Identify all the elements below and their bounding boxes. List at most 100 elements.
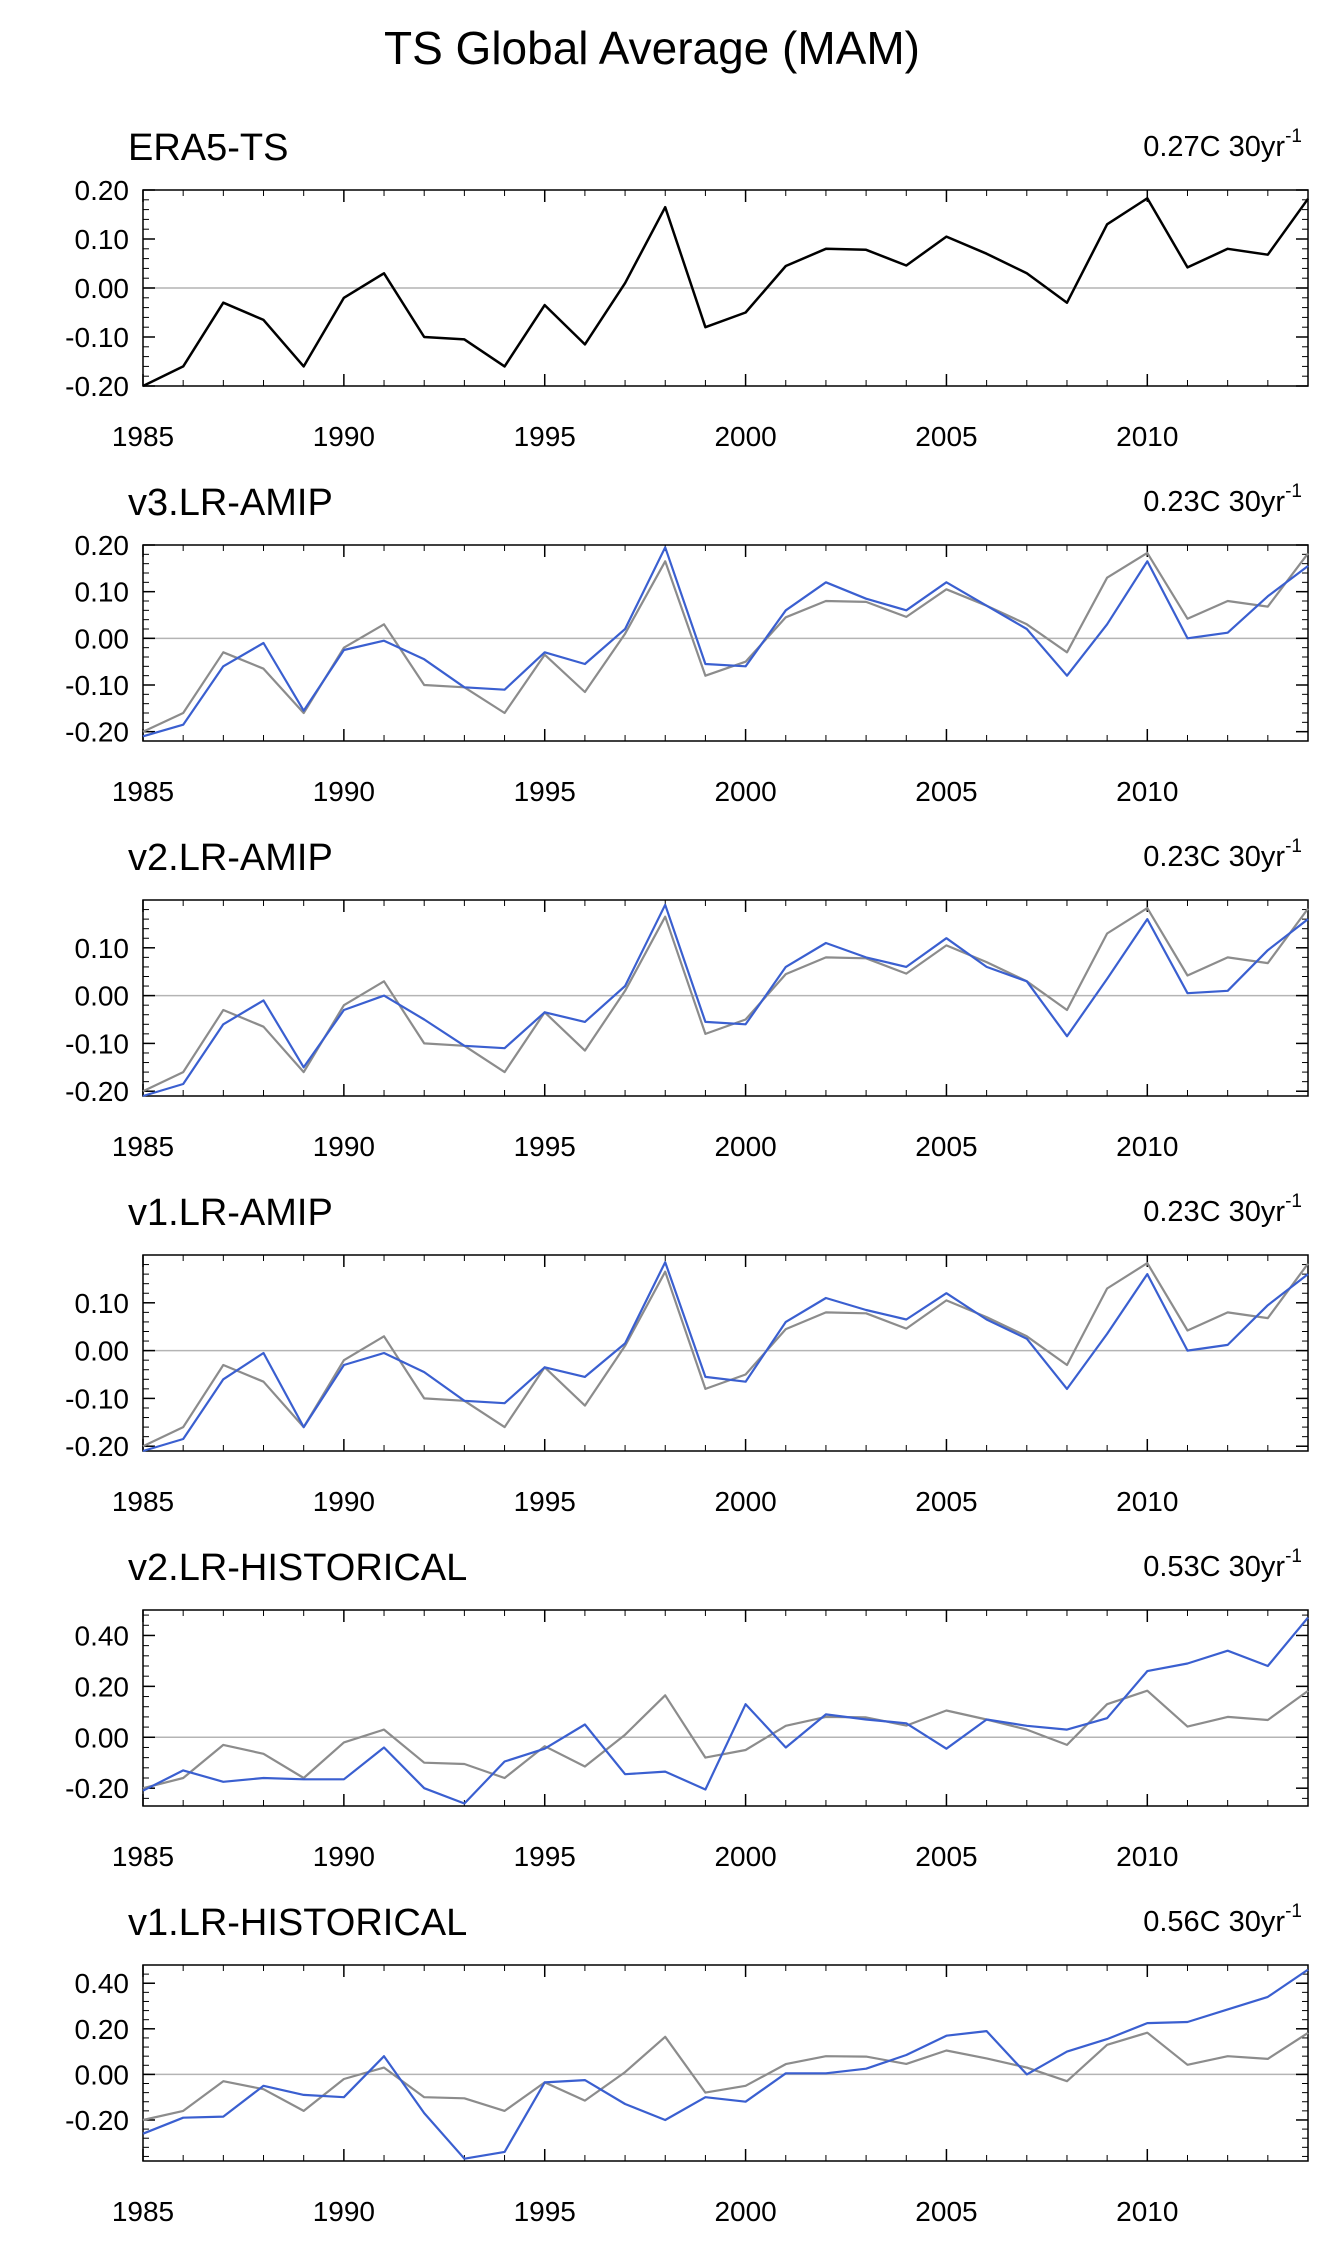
x-tick-label: 1990 xyxy=(313,1486,375,1517)
x-tick-label: 2000 xyxy=(714,1131,776,1162)
plot-frame xyxy=(142,1254,1309,1452)
plot-frame xyxy=(142,1609,1309,1807)
y-tick-label: -0.10 xyxy=(65,1383,129,1414)
y-tick-label: -0.20 xyxy=(65,1431,129,1462)
figure-title: TS Global Average (MAM) xyxy=(384,22,920,74)
trend-superscript: -1 xyxy=(1285,1546,1302,1567)
x-tick-label: 2005 xyxy=(915,1131,977,1162)
y-tick-label: 0.00 xyxy=(75,981,130,1012)
y-tick-label: 0.20 xyxy=(75,175,130,206)
trend-value: 0.27C 30yr xyxy=(1143,131,1285,163)
x-tick-label: 1985 xyxy=(112,1131,174,1162)
x-tick-label: 1985 xyxy=(112,1486,174,1517)
x-tick-label: 2010 xyxy=(1116,421,1178,452)
x-tick-label: 2005 xyxy=(915,421,977,452)
y-tick-label: 0.40 xyxy=(75,1620,130,1651)
trend-superscript: -1 xyxy=(1285,836,1302,857)
chart-panel-5: v2.LR-HISTORICAL 0.53C 30yr-1 -0.20 0.00 0.2… xyxy=(65,1546,1309,1872)
y-tick-label: 0.20 xyxy=(75,2014,130,2045)
panel-title: v2.LR-AMIP xyxy=(128,837,333,879)
trend-superscript: -1 xyxy=(1285,126,1302,147)
chart-panel-4: v1.LR-AMIP 0.23C 30yr-1 -0.20 -0.10 0.00 0.10… xyxy=(65,1191,1309,1517)
x-tick-label: 2010 xyxy=(1116,776,1178,807)
series-line-model xyxy=(142,1261,1309,1453)
y-tick-label: 0.40 xyxy=(75,1968,130,1999)
trend-superscript: -1 xyxy=(1285,481,1302,502)
y-tick-label: 0.00 xyxy=(75,273,130,304)
trend-label: 0.23C 30yr-1 xyxy=(1143,836,1302,873)
y-tick-label: -0.20 xyxy=(65,717,129,748)
y-tick-label: -0.20 xyxy=(65,2105,129,2136)
x-tick-label: 2005 xyxy=(915,2196,977,2227)
trend-label: 0.23C 30yr-1 xyxy=(1143,481,1302,518)
trend-value: 0.23C 30yr xyxy=(1143,486,1285,518)
plot-frame xyxy=(142,899,1309,1097)
y-tick-label: 0.10 xyxy=(75,224,130,255)
series-line-reference_overlay xyxy=(142,2031,1309,2122)
x-tick-label: 2010 xyxy=(1116,1131,1178,1162)
x-tick-label: 1990 xyxy=(313,421,375,452)
x-tick-label: 1985 xyxy=(112,2196,174,2227)
x-tick-label: 1995 xyxy=(514,1486,576,1517)
chart-panel-1: ERA5-TS 0.27C 30yr-1 -0.20 -0.10 0.00 0.10 0.2… xyxy=(65,126,1310,452)
x-tick-label: 2000 xyxy=(714,421,776,452)
x-tick-label: 1995 xyxy=(514,1841,576,1872)
y-tick-label: 0.20 xyxy=(75,530,130,561)
x-tick-label: 1990 xyxy=(313,1131,375,1162)
x-tick-label: 1995 xyxy=(514,1131,576,1162)
chart-panel-6: v1.LR-HISTORICAL 0.56C 30yr-1 -0.20 0.00 0.2… xyxy=(65,1901,1309,2227)
panel-title: v1.LR-AMIP xyxy=(128,1192,333,1234)
y-tick-label: 0.00 xyxy=(75,1336,130,1367)
trend-value: 0.56C 30yr xyxy=(1143,1906,1285,1938)
panel-title: v2.LR-HISTORICAL xyxy=(128,1547,467,1589)
panel-title: v3.LR-AMIP xyxy=(128,482,333,524)
x-tick-label: 2005 xyxy=(915,776,977,807)
y-tick-label: -0.10 xyxy=(65,1028,129,1059)
plot-frame xyxy=(142,544,1309,742)
panel-title: v1.LR-HISTORICAL xyxy=(128,1902,467,1944)
x-tick-label: 2010 xyxy=(1116,1841,1178,1872)
trend-value: 0.23C 30yr xyxy=(1143,1196,1285,1228)
trend-label: 0.27C 30yr-1 xyxy=(1143,126,1302,163)
x-tick-label: 1990 xyxy=(313,2196,375,2227)
panels: ERA5-TS 0.27C 30yr-1-0.20-0.100.000.100.2… xyxy=(65,126,1310,2227)
y-tick-label: 0.10 xyxy=(75,933,130,964)
series-line-model xyxy=(142,546,1309,738)
y-tick-label: 0.10 xyxy=(75,577,130,608)
x-tick-label: 2010 xyxy=(1116,2196,1178,2227)
chart-panel-2: v3.LR-AMIP 0.23C 30yr-1 -0.20 -0.10 0.00 0.10… xyxy=(65,481,1309,807)
y-tick-label: -0.10 xyxy=(65,670,129,701)
series-line-model xyxy=(142,1616,1309,1805)
x-tick-label: 2000 xyxy=(714,1841,776,1872)
y-tick-label: -0.20 xyxy=(65,1076,129,1107)
x-tick-label: 2005 xyxy=(915,1841,977,1872)
x-tick-label: 2000 xyxy=(714,2196,776,2227)
x-tick-label: 2000 xyxy=(714,776,776,807)
x-tick-label: 2010 xyxy=(1116,1486,1178,1517)
series-line-reference_overlay xyxy=(142,1689,1309,1790)
y-tick-label: 0.00 xyxy=(75,2059,130,2090)
x-tick-label: 1985 xyxy=(112,776,174,807)
trend-value: 0.23C 30yr xyxy=(1143,841,1285,873)
trend-label: 0.23C 30yr-1 xyxy=(1143,1191,1302,1228)
x-tick-label: 1995 xyxy=(514,776,576,807)
x-tick-label: 1990 xyxy=(313,1841,375,1872)
series-line-model xyxy=(142,1968,1309,2160)
series-line-model xyxy=(142,903,1309,1098)
trend-superscript: -1 xyxy=(1285,1191,1302,1212)
y-tick-label: 0.00 xyxy=(75,623,130,654)
series-line-reference_overlay xyxy=(142,906,1309,1093)
x-tick-label: 1985 xyxy=(112,1841,174,1872)
y-tick-label: 0.10 xyxy=(75,1288,130,1319)
series-line-reference_overlay xyxy=(142,1261,1309,1448)
y-tick-label: 0.00 xyxy=(75,1722,130,1753)
trend-superscript: -1 xyxy=(1285,1901,1302,1922)
trend-label: 0.53C 30yr-1 xyxy=(1143,1546,1302,1583)
trend-value: 0.53C 30yr xyxy=(1143,1551,1285,1583)
y-tick-label: -0.20 xyxy=(65,371,129,402)
y-tick-label: -0.10 xyxy=(65,322,129,353)
panel-title: ERA5-TS xyxy=(128,127,288,169)
plot-frame xyxy=(142,1964,1309,2162)
series-line-reference_overlay xyxy=(142,551,1309,733)
